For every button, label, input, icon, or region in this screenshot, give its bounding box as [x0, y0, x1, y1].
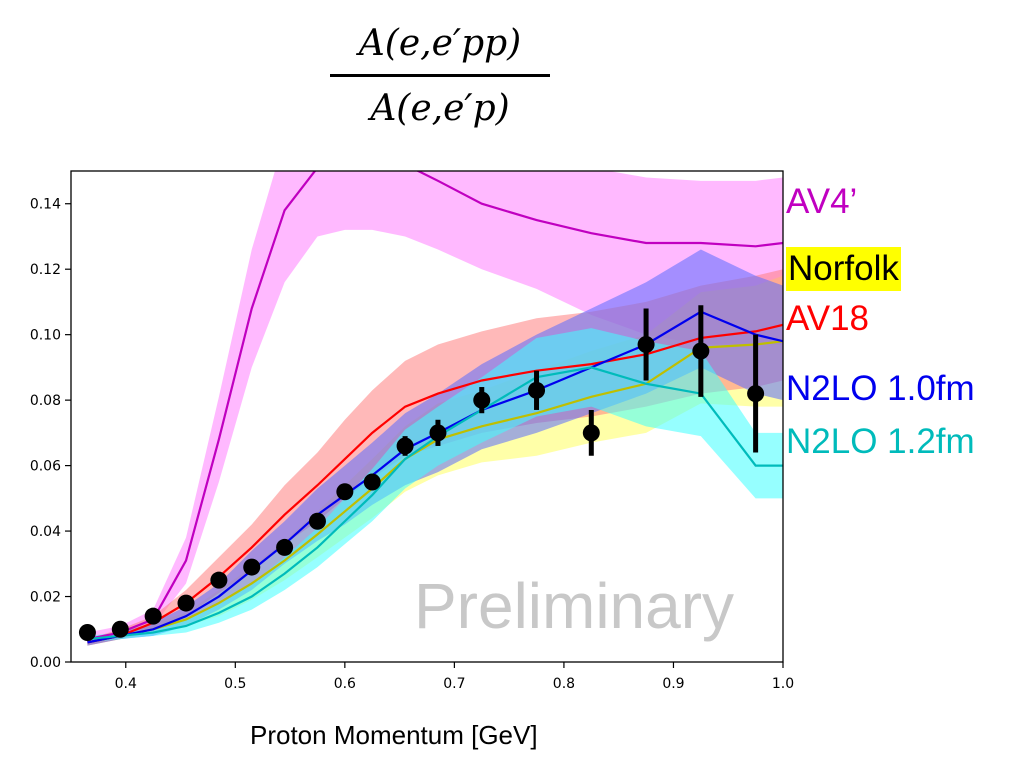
data-point	[429, 424, 447, 442]
data-point	[637, 335, 655, 353]
data-point	[363, 473, 381, 491]
data-point	[582, 424, 600, 442]
y-tick-label: 0.12	[30, 262, 61, 278]
watermark-preliminary: Preliminary	[414, 570, 734, 642]
title-denominator: A(e,e′p)	[370, 88, 510, 129]
y-tick-label: 0.14	[30, 197, 61, 213]
uncertainty-bands	[87, 171, 783, 646]
x-tick-label: 0.8	[553, 676, 575, 692]
data-point	[308, 512, 326, 530]
legend-label-av18: AV18	[786, 299, 870, 338]
band-av4	[87, 171, 783, 643]
data-point	[111, 620, 129, 638]
x-tick-label: 0.9	[662, 676, 684, 692]
data-point	[473, 391, 491, 409]
y-tick-label: 0.06	[30, 459, 61, 475]
data-point	[243, 558, 261, 576]
data-point	[528, 381, 546, 399]
data-point	[210, 571, 228, 589]
data-point	[78, 624, 96, 642]
data-point	[747, 385, 765, 403]
title-numerator: A(e,e′pp)	[358, 23, 522, 64]
legend-label-n2lo-1-2: N2LO 1.2fm	[786, 422, 975, 461]
data-point	[177, 594, 195, 612]
x-axis-label: Proton Momentum [GeV]	[250, 720, 538, 750]
data-point	[396, 437, 414, 455]
tick-labels: 0.4 0.5 0.6 0.7 0.8 0.9 1.0 0.00 0.02 0.04 0.06 0.0…	[30, 197, 794, 692]
data-point	[144, 607, 162, 625]
band-n2lo-1-2fm	[87, 328, 783, 643]
data-point	[276, 538, 294, 556]
y-tick-label: 0.08	[30, 393, 61, 409]
x-tick-label: 0.6	[334, 676, 356, 692]
y-tick-label: 0.10	[30, 328, 61, 344]
line-n2lo-1-2fm	[87, 366, 783, 641]
data-point	[692, 342, 710, 360]
legend-label-n2lo-1-0: N2LO 1.0fm	[786, 369, 975, 408]
legend-label-av4: AV4’	[786, 182, 858, 221]
y-tick-label: 0.02	[30, 590, 61, 606]
data-point	[336, 483, 354, 501]
y-tick-label: 0.00	[30, 655, 61, 671]
x-tick-label: 0.7	[443, 676, 465, 692]
x-tick-label: 1.0	[772, 676, 794, 692]
fraction-bar	[330, 74, 550, 77]
chart-title: A(e,e′pp) A(e,e′p)	[330, 18, 550, 135]
y-tick-label: 0.04	[30, 524, 61, 540]
x-tick-label: 0.5	[224, 676, 246, 692]
line-av4	[87, 171, 783, 641]
data-points	[78, 305, 765, 642]
axes	[65, 170, 784, 668]
legend-label-norfolk: Norfolk	[786, 247, 901, 291]
plot-frame	[70, 170, 784, 663]
x-tick-label: 0.4	[115, 676, 137, 692]
